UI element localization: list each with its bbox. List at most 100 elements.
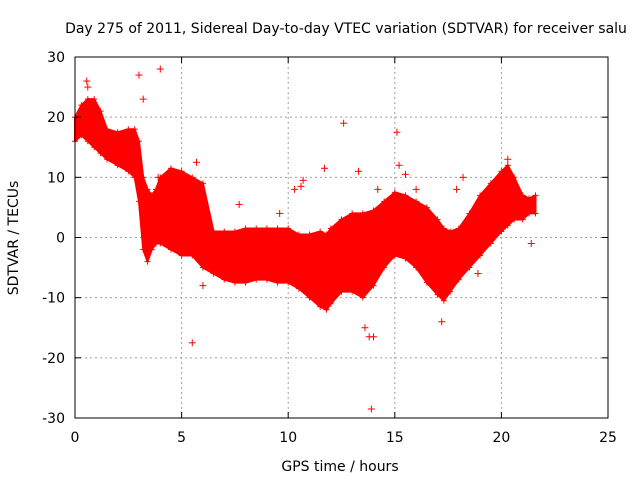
band-edge-point (466, 210, 473, 217)
band-edge-point (327, 225, 334, 232)
data-point (474, 270, 482, 278)
band-edge-point (274, 225, 281, 232)
band-edge-point (359, 294, 366, 301)
band-edge-point (487, 180, 494, 187)
band-edge-point (323, 306, 330, 313)
band-edge-point (148, 192, 155, 199)
data-point (83, 77, 91, 85)
band-edge-point (391, 189, 398, 196)
band-edge-point (295, 285, 302, 292)
band-edge-point (263, 276, 270, 283)
band-edge-point (306, 294, 313, 301)
band-edge-point (455, 276, 462, 283)
band-edge-point (477, 192, 484, 199)
band-edge-point (84, 96, 91, 103)
x-tick-label: 0 (71, 430, 80, 446)
band-edge-point (349, 210, 356, 217)
data-point (340, 119, 348, 127)
band-edge-point (519, 192, 526, 199)
data-band (74, 98, 537, 311)
band-edge-point (97, 150, 104, 157)
data-point (361, 324, 369, 332)
band-edge-point (199, 180, 206, 187)
data-point (154, 173, 162, 181)
data-point (438, 318, 446, 326)
data-point (504, 155, 512, 163)
band-edge-point (526, 210, 533, 217)
band-edge-point (231, 279, 238, 286)
band-edge-point (440, 297, 447, 304)
band-edge-point (413, 198, 420, 205)
band-edge-point (349, 288, 356, 295)
y-axis-label: SDTVAR / TECUs (6, 181, 22, 296)
band-edge-point (131, 174, 138, 181)
band-edge-point (140, 174, 147, 181)
band-edge-point (434, 291, 441, 298)
data-point (235, 200, 243, 208)
band-edge-point (125, 126, 132, 133)
band-edge-point (253, 225, 260, 232)
data-point (401, 170, 409, 178)
data-point (412, 185, 420, 193)
band-edge-point (167, 246, 174, 253)
band-edge-point (423, 279, 430, 286)
band-edge-point (263, 225, 270, 232)
band-edge-point (519, 216, 526, 223)
band-edge-point (285, 225, 292, 232)
band-edge-point (423, 204, 430, 211)
band-edge-point (526, 195, 533, 202)
band-edge-point (317, 303, 324, 310)
band-edge-point (199, 264, 206, 271)
y-tick-label: 20 (47, 110, 65, 126)
band-edge-point (97, 108, 104, 115)
band-edge-point (532, 192, 539, 199)
data-point (299, 176, 307, 184)
band-edge-point (253, 276, 260, 283)
data-point (135, 71, 143, 79)
data-point (320, 164, 328, 172)
band-edge-point (167, 165, 174, 172)
data-point (139, 95, 147, 103)
band-edge-point (78, 102, 85, 109)
band-edge-point (306, 231, 313, 238)
y-tick-label: -30 (42, 411, 65, 427)
band-edge-point (148, 246, 155, 253)
band-edge-point (78, 132, 85, 139)
outlier-layer (83, 65, 535, 413)
x-axis-ticks: 0 5 10 15 20 25 (71, 57, 617, 446)
band-edge-point (338, 288, 345, 295)
band-edge-point (511, 174, 518, 181)
band-edge-point (370, 207, 377, 214)
data-point (395, 161, 403, 169)
band-edge-point (402, 255, 409, 262)
band-edge-point (402, 192, 409, 199)
band-edge-point (455, 225, 462, 232)
x-axis-label: GPS time / hours (281, 459, 398, 475)
band-edge-point (157, 240, 164, 247)
data-point (291, 185, 299, 193)
band-edge-point (295, 231, 302, 238)
band-edge-point (447, 288, 454, 295)
band-edge-point (114, 162, 121, 169)
data-band-layer (72, 96, 539, 313)
band-edge-point (466, 264, 473, 271)
band-edge-point (140, 246, 147, 253)
band-edge-point (231, 228, 238, 235)
band-edge-point (477, 252, 484, 259)
band-edge-point (381, 264, 388, 271)
data-point (84, 83, 92, 91)
band-edge-point (323, 231, 330, 238)
band-edge-point (242, 225, 249, 232)
band-edge-point (103, 156, 110, 163)
band-edge-point (125, 168, 132, 175)
band-edge-point (285, 279, 292, 286)
x-tick-label: 10 (279, 430, 297, 446)
y-tick-label: -20 (42, 351, 65, 367)
band-edge-point (135, 198, 142, 205)
band-edge-point (434, 216, 441, 223)
data-point (193, 158, 201, 166)
data-point (369, 333, 377, 341)
band-edge-point (178, 168, 185, 175)
data-point (527, 240, 535, 248)
data-point (355, 167, 363, 175)
